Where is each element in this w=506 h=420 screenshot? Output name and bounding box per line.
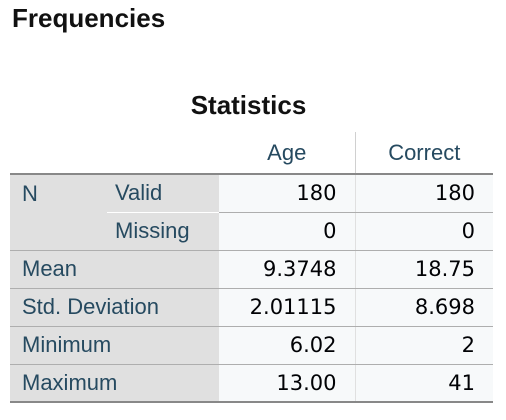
column-header-correct: Correct — [355, 132, 493, 175]
section-title: Frequencies — [12, 3, 166, 33]
table-row-missing: Missing 0 0 — [10, 212, 493, 251]
cell-std-deviation-age: 2.01115 — [219, 288, 356, 327]
row-header-n: N — [10, 174, 107, 251]
table-row-mean: Mean 9.3748 18.75 — [10, 250, 493, 289]
cell-maximum-age: 13.00 — [219, 364, 356, 403]
cell-mean-age: 9.3748 — [219, 250, 356, 289]
row-header-minimum: Minimum — [10, 326, 219, 365]
table-title: Statistics — [190, 90, 307, 120]
table-row-std-deviation: Std. Deviation 2.01115 8.698 — [10, 288, 493, 327]
header-row: Age Correct — [10, 132, 493, 175]
table-row-valid: N Valid 180 180 — [10, 174, 493, 251]
table-row-minimum: Minimum 6.02 2 — [10, 326, 493, 365]
header-corner — [10, 132, 219, 175]
row-header-mean: Mean — [10, 250, 219, 289]
row-header-maximum: Maximum — [10, 364, 219, 403]
column-header-age: Age — [219, 132, 356, 175]
statistics-table: Age Correct N Valid 180 180 Missing 0 0 … — [10, 132, 493, 403]
row-header-missing: Missing — [107, 212, 219, 251]
cell-minimum-age: 6.02 — [219, 326, 356, 365]
cell-missing-age: 0 — [219, 212, 356, 251]
cell-maximum-correct: 41 — [355, 364, 493, 403]
cell-valid-correct: 180 — [355, 174, 493, 213]
table-row-maximum: Maximum 13.00 41 — [10, 364, 493, 403]
row-header-valid: Valid — [107, 174, 219, 213]
cell-valid-age: 180 — [219, 174, 356, 213]
cell-mean-correct: 18.75 — [355, 250, 493, 289]
cell-std-deviation-correct: 8.698 — [355, 288, 493, 327]
cell-minimum-correct: 2 — [355, 326, 493, 365]
row-header-std-deviation: Std. Deviation — [10, 288, 219, 327]
cell-missing-correct: 0 — [355, 212, 493, 251]
